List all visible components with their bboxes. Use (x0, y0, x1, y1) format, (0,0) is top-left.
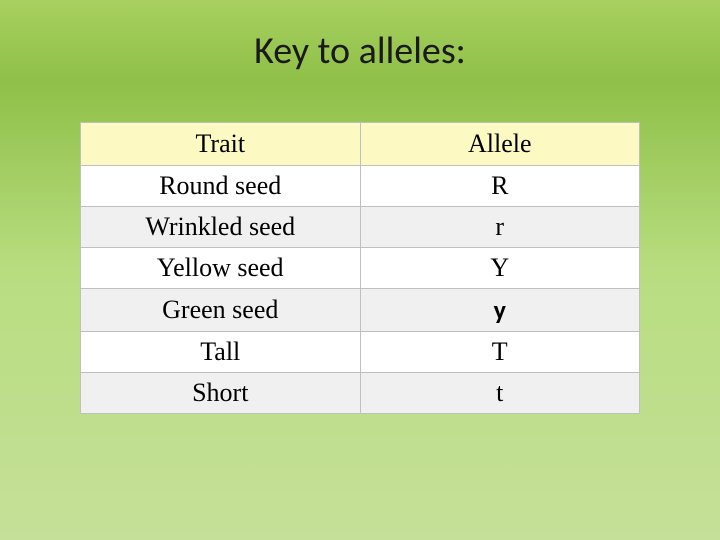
cell-trait: Green seed (81, 289, 361, 332)
table-row: Round seed R (81, 166, 640, 207)
cell-trait: Yellow seed (81, 248, 361, 289)
slide: Key to alleles: Trait Allele Round seed … (0, 0, 720, 540)
cell-trait: Short (81, 373, 361, 414)
cell-allele: R (360, 166, 640, 207)
table-body: Round seed R Wrinkled seed r Yellow seed… (81, 166, 640, 414)
cell-allele: t (360, 373, 640, 414)
cell-trait: Tall (81, 332, 361, 373)
cell-trait: Wrinkled seed (81, 207, 361, 248)
allele-table: Trait Allele Round seed R Wrinkled seed … (80, 122, 640, 414)
col-header-trait: Trait (81, 123, 361, 166)
table-row: Short t (81, 373, 640, 414)
table-row: Yellow seed Y (81, 248, 640, 289)
cell-allele: r (360, 207, 640, 248)
table-row: Tall T (81, 332, 640, 373)
col-header-allele: Allele (360, 123, 640, 166)
allele-table-wrap: Trait Allele Round seed R Wrinkled seed … (80, 122, 640, 414)
cell-allele: T (360, 332, 640, 373)
cell-allele: y (360, 289, 640, 332)
cell-trait: Round seed (81, 166, 361, 207)
cell-allele: Y (360, 248, 640, 289)
page-title: Key to alleles: (254, 28, 466, 74)
table-header-row: Trait Allele (81, 123, 640, 166)
table-row: Green seed y (81, 289, 640, 332)
table-row: Wrinkled seed r (81, 207, 640, 248)
